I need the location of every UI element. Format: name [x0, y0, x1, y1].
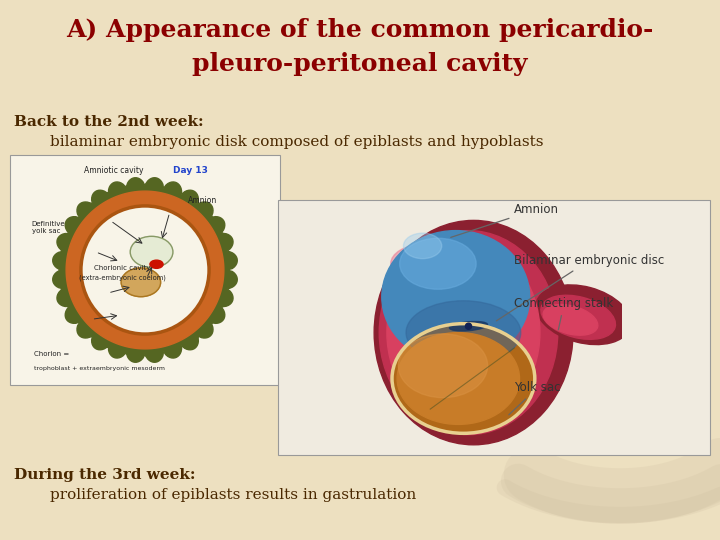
Ellipse shape [449, 321, 487, 331]
Text: proliferation of epiblasts results in gastrulation: proliferation of epiblasts results in ga… [50, 488, 416, 502]
Polygon shape [81, 206, 209, 334]
Text: (extra-embryonic coelom): (extra-embryonic coelom) [78, 275, 166, 281]
Ellipse shape [397, 333, 520, 424]
Ellipse shape [398, 334, 487, 397]
Polygon shape [53, 178, 238, 362]
Text: Amnion: Amnion [188, 195, 217, 205]
Ellipse shape [150, 260, 163, 268]
Text: Day 13: Day 13 [173, 166, 207, 175]
Text: bilaminar embryonic disk composed of epiblasts and hypoblasts: bilaminar embryonic disk composed of epi… [50, 135, 544, 149]
Text: Amniotic cavity: Amniotic cavity [84, 166, 143, 175]
Ellipse shape [536, 285, 631, 345]
Text: pleuro-peritoneal cavity: pleuro-peritoneal cavity [192, 52, 528, 76]
Ellipse shape [387, 241, 540, 424]
Text: Chorionic cavity: Chorionic cavity [94, 265, 150, 271]
Text: During the 3rd week:: During the 3rd week: [14, 468, 196, 482]
Ellipse shape [406, 301, 521, 364]
Circle shape [465, 323, 472, 329]
Text: trophoblast + extraembryonic mesoderm: trophoblast + extraembryonic mesoderm [34, 366, 165, 371]
Ellipse shape [379, 231, 558, 435]
Bar [278, 200, 710, 455]
Ellipse shape [541, 295, 616, 339]
Ellipse shape [403, 233, 442, 259]
Ellipse shape [382, 231, 530, 363]
Ellipse shape [130, 237, 173, 267]
Polygon shape [66, 191, 224, 349]
Text: Definitive
yolk sac: Definitive yolk sac [32, 221, 66, 234]
Ellipse shape [121, 268, 161, 296]
Ellipse shape [543, 305, 598, 335]
Text: Yolk sac: Yolk sac [509, 381, 561, 415]
Text: Connecting stalk: Connecting stalk [514, 297, 613, 330]
Ellipse shape [374, 220, 573, 445]
Text: A) Appearance of the common pericardio-: A) Appearance of the common pericardio- [66, 18, 654, 42]
Text: Back to the 2nd week:: Back to the 2nd week: [14, 115, 204, 129]
Text: Bilaminar embryonic disc: Bilaminar embryonic disc [496, 254, 665, 321]
Text: Chorion =: Chorion = [34, 351, 69, 357]
Ellipse shape [391, 245, 454, 283]
Ellipse shape [393, 325, 534, 432]
Bar [10, 155, 280, 385]
Ellipse shape [400, 238, 476, 289]
Text: Amnion: Amnion [451, 202, 559, 238]
